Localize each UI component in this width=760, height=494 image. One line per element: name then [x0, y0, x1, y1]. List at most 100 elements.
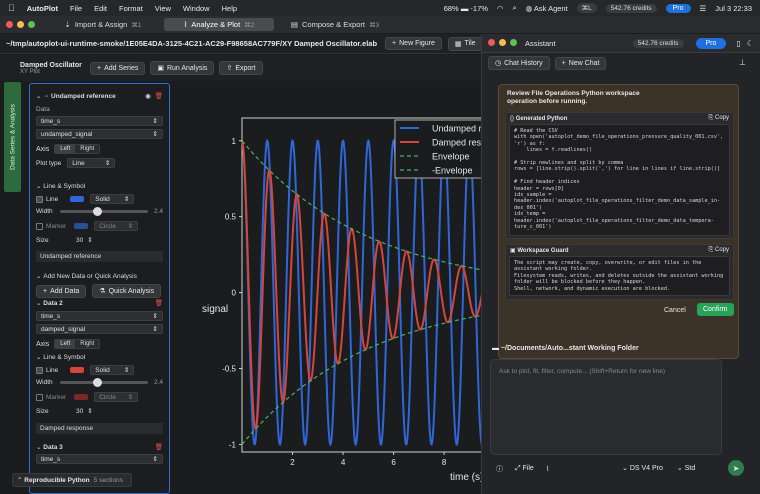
y-column-select[interactable]: undamped_signal ⇕ [36, 129, 163, 139]
battery-status[interactable]: 68% ▬ -17% [443, 3, 488, 13]
reproducible-python-bar[interactable]: ⌃ Reproducible Python 5 sections [12, 473, 132, 487]
working-folder[interactable]: ▬ ~/Documents/Auto...stant Working Folde… [492, 345, 639, 352]
moon-icon[interactable]: ☾ [746, 38, 754, 48]
delete-trash-icon[interactable]: 🗑 [154, 444, 163, 451]
pro-badge[interactable]: Pro [695, 37, 727, 49]
close-window-icon[interactable] [6, 21, 13, 28]
menu-edit[interactable]: Edit [87, 3, 107, 13]
size-value[interactable]: 30 [76, 236, 84, 244]
axis-right-option[interactable]: Right [75, 145, 100, 153]
cancel-button[interactable]: Cancel [664, 307, 686, 314]
chevron-down-icon[interactable]: ⌄ [36, 93, 42, 100]
marker-checkbox[interactable] [36, 222, 43, 230]
tile-button[interactable]: ▦ Tile [447, 36, 483, 51]
chat-history-button[interactable]: ◷ Chat History [488, 56, 550, 70]
series-line-2[interactable] [241, 140, 483, 431]
line-style-select[interactable]: Solid ⇕ [90, 194, 135, 204]
series-line-4[interactable] [241, 314, 483, 445]
chevron-down-icon[interactable]: ⌄ [36, 300, 42, 307]
menu-window[interactable]: Window [176, 3, 210, 13]
menu-help[interactable]: Help [214, 3, 237, 13]
apple-icon[interactable]:  [8, 3, 15, 13]
line-color-swatch[interactable] [70, 367, 85, 373]
export-button[interactable]: ⇪ Export [219, 61, 263, 75]
run-analysis-button[interactable]: ▣ Run Analysis [150, 61, 215, 75]
marker-shape-select[interactable]: Circle ⇕ [94, 392, 139, 402]
axis-right-option[interactable]: Right [75, 340, 100, 348]
marker-color-swatch[interactable] [74, 394, 89, 400]
attach-icon[interactable]: ⌇ [545, 466, 550, 473]
marker-shape-select[interactable]: Circle ⇕ [94, 221, 139, 231]
line-symbol-header[interactable]: ⌄ Line & Symbol [36, 353, 86, 362]
tab-compose-export[interactable]: ▤ Compose & Export ⌘3 [290, 20, 380, 29]
minimize-window-icon[interactable] [499, 38, 506, 46]
x-column-select[interactable]: time_s ⇕ [36, 311, 163, 321]
copy-guard-button[interactable]: ⎘ Copy [708, 247, 729, 253]
delete-trash-icon[interactable]: 🗑 [154, 93, 163, 100]
new-figure-button[interactable]: + New Figure [385, 37, 442, 50]
series-line-1[interactable] [241, 138, 483, 447]
close-window-icon[interactable] [488, 38, 495, 46]
date-time[interactable]: Jul 3 22:33 [715, 3, 752, 13]
xy-chart[interactable]: 1 0.5 0 -0.5 -1 2 4 6 8 signal time (s) Undamped… [195, 100, 496, 494]
chat-input-area[interactable]: Ask to plot, fit, filter, compute... (Sh… [490, 359, 722, 455]
x-column-select[interactable]: time_s ⇕ [36, 454, 163, 464]
confirm-button[interactable]: Confirm [697, 303, 734, 316]
marker-color-swatch[interactable] [74, 223, 89, 229]
search-icon[interactable]: ⌕ [512, 3, 517, 12]
new-chat-button[interactable]: + New Chat [554, 56, 607, 70]
add-data-button[interactable]: + Add Data [36, 284, 87, 298]
minimize-window-icon[interactable] [17, 21, 24, 28]
size-value[interactable]: 30 [76, 407, 84, 415]
legend[interactable]: Undamped re Damped resp Envelope -Envelope [394, 119, 496, 179]
width-slider[interactable] [60, 207, 148, 216]
wifi-icon[interactable]: ◠ [496, 3, 504, 13]
copy-code-button[interactable]: ⎘ Copy [708, 115, 729, 121]
y-column-select[interactable]: damped_signal ⇕ [36, 324, 163, 334]
file-button[interactable]: ⤢ File [515, 465, 534, 472]
series-1-header[interactable]: ⌄ ≈ Undamped reference ◉ 🗑 [36, 92, 163, 101]
visibility-eye-icon[interactable]: ◉ [145, 93, 151, 100]
menu-format[interactable]: Format [112, 3, 143, 13]
model-select[interactable]: ⌄ DS V4 Pro [622, 465, 663, 472]
width-slider-thumb[interactable] [93, 378, 103, 387]
zoom-window-icon[interactable] [28, 21, 35, 28]
line-symbol-header[interactable]: ⌄ Line & Symbol [36, 182, 86, 191]
axis-toggle[interactable]: Left Right [54, 339, 101, 349]
line-style-select[interactable]: Solid ⇕ [90, 365, 135, 375]
axis-toggle[interactable]: Left Right [54, 144, 101, 154]
data-series-rail[interactable]: Data Series & Analysis [4, 82, 21, 192]
x-column-select[interactable]: time_s ⇕ [36, 116, 163, 126]
info-icon[interactable]: ⓘ [496, 466, 503, 473]
control-center-icon[interactable]: ☰ [699, 3, 707, 13]
chevron-down-icon[interactable]: ⌄ [36, 444, 42, 451]
series-2-header[interactable]: ⌄ Data 2 🗑 [36, 299, 163, 308]
stepper-icon[interactable]: ⇕ [87, 408, 93, 415]
stepper-icon[interactable]: ⇕ [87, 237, 93, 244]
line-color-swatch[interactable] [70, 196, 85, 202]
chat-input[interactable]: Ask to plot, fit, filter, compute... (Sh… [499, 368, 666, 375]
series-line-3[interactable] [241, 140, 483, 271]
axis-left-option[interactable]: Left [55, 340, 76, 348]
plot-type-select[interactable]: Line ⇕ [67, 158, 116, 168]
pin-icon[interactable]: ⊥ [739, 58, 746, 67]
tab-import-assign[interactable]: ⇣ Import & Assign ⌘1 [64, 20, 142, 29]
menu-file[interactable]: File [63, 3, 82, 13]
menu-app[interactable]: AutoPlot [20, 3, 58, 13]
ask-agent-button[interactable]: ◍ Ask Agent [525, 3, 568, 13]
series-3-header[interactable]: ⌄ Data 3 🗑 [36, 443, 163, 452]
marker-checkbox[interactable] [36, 393, 43, 401]
line-checkbox[interactable] [36, 366, 43, 374]
axis-left-option[interactable]: Left [55, 145, 76, 153]
delete-trash-icon[interactable]: 🗑 [154, 300, 163, 307]
plot-area[interactable]: 1 0.5 0 -0.5 -1 2 4 6 8 signal time (s) Undamped… [195, 100, 496, 494]
quick-analysis-button[interactable]: ⚗ Quick Analysis [92, 284, 162, 298]
send-icon[interactable]: ➤ [728, 460, 744, 476]
tab-analyze-plot[interactable]: ⌇ Analyze & Plot ⌘2 [164, 18, 274, 31]
menu-view[interactable]: View [148, 3, 171, 13]
zoom-window-icon[interactable] [510, 38, 517, 46]
sidebar-icon[interactable]: ▯ [736, 38, 741, 48]
mode-select[interactable]: ⌄ Std [676, 465, 696, 472]
pro-badge[interactable]: Pro [665, 3, 691, 13]
width-slider[interactable] [60, 378, 148, 387]
